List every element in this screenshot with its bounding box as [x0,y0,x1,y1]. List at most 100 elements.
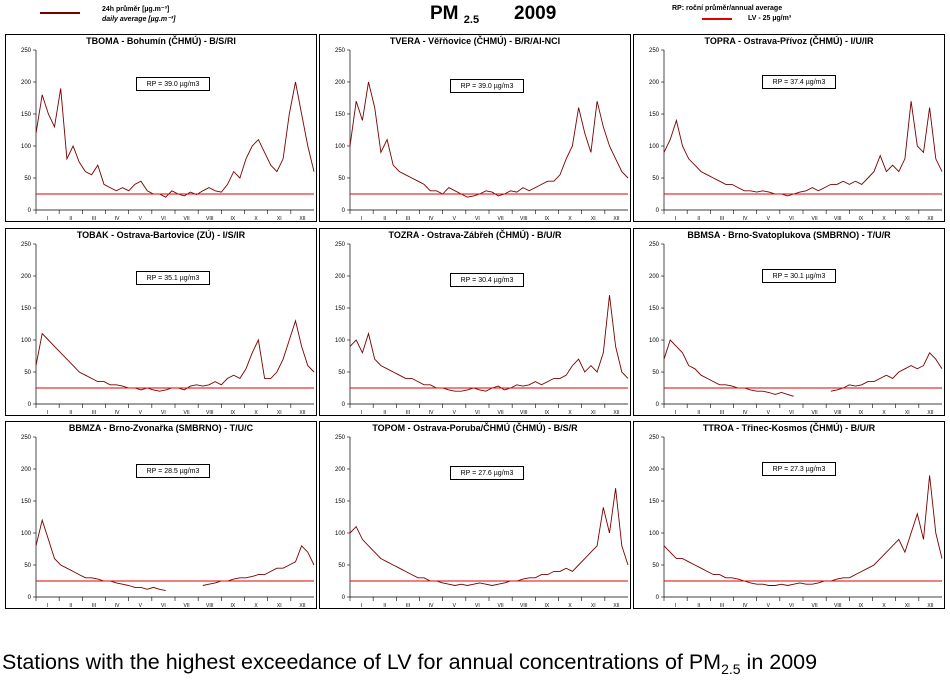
y-tick-label: 200 [21,467,32,473]
y-tick-label: 250 [335,435,346,441]
x-tick-label: IX [859,216,864,222]
legend-daily: 24h průměr [µg.m⁻³] daily average [µg.m⁻… [40,4,240,26]
y-tick-label: 150 [335,306,346,312]
y-tick-label: 150 [21,112,32,118]
y-tick-label: 150 [21,306,32,312]
x-tick-label: XII [613,603,619,609]
chart-title: TVERA - Věřňovice (ČHMÚ) - B/R/AI-NCI [389,36,561,46]
y-tick-label: 0 [342,402,346,408]
x-tick-label: IV [429,410,434,416]
y-tick-label: 0 [656,402,660,408]
x-tick-label: X [882,216,886,222]
x-tick-label: VII [498,216,504,222]
x-tick-label: V [139,603,143,609]
x-tick-label: VII [812,603,818,609]
y-tick-label: 50 [338,176,345,182]
x-tick-label: VIII [206,603,214,609]
x-tick-label: VI [161,603,166,609]
x-tick-label: V [453,216,457,222]
x-tick-label: V [767,410,771,416]
chart-title: BBMZA - Brno-Zvonařka (SMBRNO) - T/U/C [68,423,254,433]
x-tick-label: IV [743,216,748,222]
rp-annotation: RP = 30.4 µg/m3 [450,273,524,287]
x-tick-label: IX [545,603,550,609]
x-tick-label: VII [812,216,818,222]
y-tick-label: 250 [649,242,660,248]
y-tick-label: 200 [649,274,660,280]
y-tick-label: 150 [649,306,660,312]
x-tick-label: XI [591,410,596,416]
y-tick-label: 100 [649,144,660,150]
y-tick-label: 200 [335,467,346,473]
x-tick-label: III [92,216,96,222]
x-tick-label: XI [591,216,596,222]
x-tick-label: II [383,603,386,609]
daily-series-line [35,518,166,592]
rp-annotation: RP = 30.1 µg/m3 [762,269,836,283]
x-tick-label: III [720,410,724,416]
x-tick-label: IX [545,410,550,416]
chart-panel: 0 50 100 150 200 250 I II III IV V VI VII VIII IX X XI XI… [319,228,631,416]
y-tick-label: 0 [656,595,660,601]
x-tick-label: X [882,410,886,416]
x-tick-label: I [361,410,362,416]
legend-annual-label: RP: roční průměr/annual average [672,5,783,12]
x-tick-label: III [720,216,724,222]
x-tick-label: VIII [520,603,528,609]
y-tick-label: 150 [335,499,346,505]
x-tick-label: VII [184,603,190,609]
y-tick-label: 200 [21,274,32,280]
x-tick-label: IX [859,603,864,609]
legend-daily-label-en: daily average [µg.m⁻³] [102,16,176,23]
y-tick-label: 200 [335,274,346,280]
chart-title: BBMSA - Brno-Svatoplukova (SMBRNO) - T/U… [687,230,891,240]
page-title: PM 2.5 2009 [430,3,630,31]
x-tick-label: XII [299,216,305,222]
x-tick-label: II [383,216,386,222]
x-tick-label: XII [613,216,619,222]
x-tick-label: VIII [834,216,842,222]
x-tick-label: I [361,216,362,222]
x-tick-label: I [361,603,362,609]
x-tick-label: IV [743,603,748,609]
x-tick-label: VII [812,410,818,416]
y-tick-label: 150 [335,112,346,118]
x-tick-label: XI [591,603,596,609]
x-tick-label: II [697,603,700,609]
y-tick-label: 250 [21,435,32,441]
y-tick-label: 0 [656,208,660,214]
x-tick-label: III [406,410,410,416]
x-tick-label: VIII [834,603,842,609]
x-tick-label: X [568,410,572,416]
y-tick-label: 100 [21,144,32,150]
chart-title: TTROA - Třinec-Kosmos (ČHMÚ) - B/U/R [702,423,876,433]
y-tick-label: 200 [21,80,32,86]
legend-daily-line [40,12,80,14]
x-tick-label: VIII [206,216,214,222]
x-tick-label: II [697,216,700,222]
x-tick-label: VIII [520,216,528,222]
x-tick-label: V [139,410,143,416]
x-tick-label: I [47,603,48,609]
x-tick-label: VI [475,216,480,222]
rp-annotation: RP = 39.0 µg/m3 [136,77,210,91]
x-tick-label: X [254,216,258,222]
y-tick-label: 250 [649,48,660,54]
x-tick-label: X [882,603,886,609]
x-tick-label: I [675,216,676,222]
y-tick-label: 0 [342,595,346,601]
y-tick-label: 100 [21,338,32,344]
x-tick-label: IX [545,216,550,222]
x-tick-label: XII [299,603,305,609]
x-tick-label: IX [231,216,236,222]
daily-series-line [663,475,943,586]
x-tick-label: VII [498,410,504,416]
legend-lv-line [702,18,732,20]
title-pollutant: PM 2.5 [430,3,479,26]
legend-annual: RP: roční průměr/annual average LV - 25 … [672,4,872,30]
